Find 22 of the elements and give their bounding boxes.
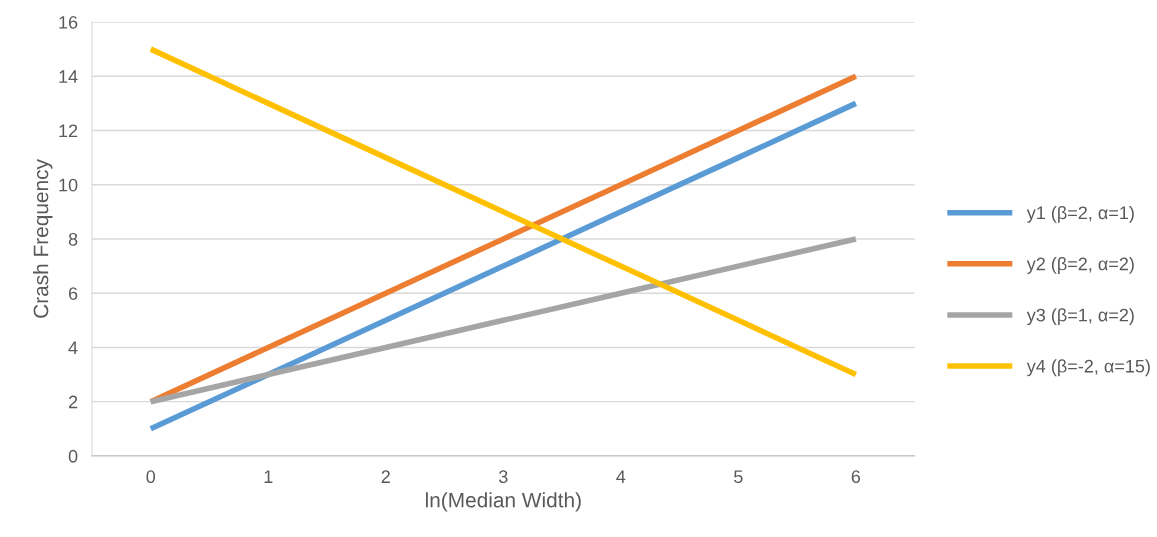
x-tick-label: 3 — [498, 470, 508, 484]
y-tick-label: 10 — [59, 178, 78, 192]
legend-label: y2 (β=2, α=2) — [1026, 257, 1134, 274]
legend-label: y3 (β=1, α=2) — [1026, 308, 1134, 326]
x-tick-label: 5 — [734, 470, 743, 484]
y-tick-label: 0 — [68, 449, 78, 463]
y-axis-title: Crash Frequency — [33, 159, 53, 318]
x-tick-label: 4 — [616, 470, 626, 483]
x-tick-label: 0 — [146, 470, 156, 484]
y-tick-label: 2 — [68, 395, 78, 409]
y-tick-label: 4 — [68, 341, 78, 354]
x-axis-title: ln(Median Width) — [425, 492, 581, 512]
legend-label: y1 (β=2, α=1) — [1026, 205, 1134, 223]
y-tick-label: 8 — [68, 232, 78, 246]
legend-label: y4 (β=-2, α=15) — [1026, 359, 1150, 377]
y-tick-label: 16 — [59, 15, 78, 29]
y-tick-label: 12 — [59, 124, 78, 138]
x-tick-label: 2 — [381, 470, 390, 483]
y-tick-label: 14 — [59, 70, 78, 83]
y-tick-label: 6 — [68, 287, 78, 300]
x-tick-label: 6 — [851, 470, 861, 484]
x-tick-label: 1 — [264, 470, 273, 483]
